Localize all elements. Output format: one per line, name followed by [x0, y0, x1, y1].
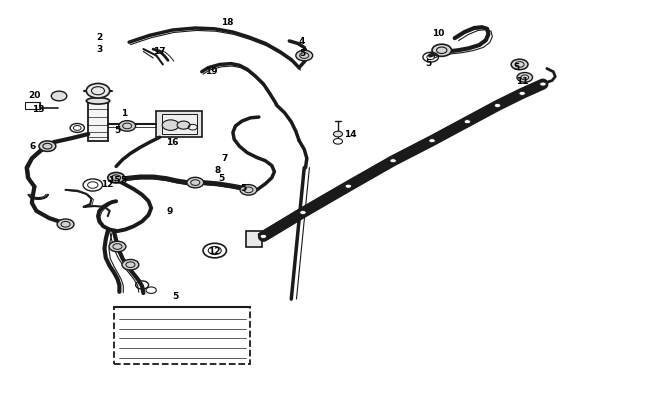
Circle shape: [300, 211, 306, 215]
Text: 15: 15: [108, 176, 120, 185]
Text: 14: 14: [344, 129, 357, 139]
Text: 5: 5: [240, 184, 247, 193]
Circle shape: [51, 92, 67, 102]
Circle shape: [240, 185, 257, 196]
Circle shape: [296, 51, 313, 62]
Circle shape: [260, 235, 266, 239]
Text: 17: 17: [153, 47, 166, 55]
Circle shape: [119, 122, 136, 132]
Circle shape: [390, 159, 396, 163]
Text: 10: 10: [432, 28, 445, 38]
Circle shape: [333, 132, 343, 138]
Circle shape: [122, 260, 139, 270]
Circle shape: [345, 185, 352, 189]
Circle shape: [429, 139, 436, 143]
Circle shape: [57, 220, 74, 230]
Text: 4: 4: [299, 36, 305, 45]
Text: 5: 5: [218, 174, 224, 183]
Text: 8: 8: [214, 166, 221, 175]
Ellipse shape: [86, 98, 110, 105]
Text: 5: 5: [173, 291, 179, 300]
Circle shape: [86, 84, 110, 99]
Bar: [114, 307, 250, 364]
Text: 12: 12: [208, 247, 221, 256]
Text: 2: 2: [97, 32, 103, 41]
Bar: [88, 102, 108, 142]
Text: 12: 12: [101, 180, 114, 189]
Text: 20: 20: [28, 91, 40, 100]
Circle shape: [39, 142, 56, 152]
Text: 3: 3: [97, 45, 103, 53]
Circle shape: [162, 121, 179, 131]
Bar: [246, 232, 262, 247]
Circle shape: [540, 83, 546, 87]
Text: 18: 18: [221, 18, 234, 28]
Bar: [25, 103, 40, 110]
Bar: [162, 115, 196, 135]
Text: 11: 11: [516, 77, 529, 86]
Circle shape: [464, 120, 471, 124]
Text: 6: 6: [30, 141, 36, 151]
Circle shape: [432, 45, 452, 57]
Circle shape: [511, 60, 528, 70]
Circle shape: [494, 104, 500, 108]
Circle shape: [108, 173, 125, 183]
Text: 5: 5: [121, 176, 127, 185]
Circle shape: [177, 122, 190, 130]
Text: 16: 16: [166, 137, 179, 147]
Text: 1: 1: [121, 109, 127, 118]
Text: 19: 19: [205, 67, 218, 76]
Text: 5: 5: [426, 59, 432, 68]
Circle shape: [517, 73, 532, 83]
Circle shape: [519, 92, 525, 96]
Text: 13: 13: [32, 105, 44, 114]
Circle shape: [187, 178, 203, 188]
Text: 5: 5: [513, 63, 519, 72]
Text: 5: 5: [299, 49, 305, 58]
FancyBboxPatch shape: [157, 112, 202, 138]
Text: 5: 5: [114, 126, 120, 134]
Circle shape: [109, 242, 126, 252]
Text: 9: 9: [166, 206, 172, 215]
Text: 7: 7: [221, 153, 228, 162]
